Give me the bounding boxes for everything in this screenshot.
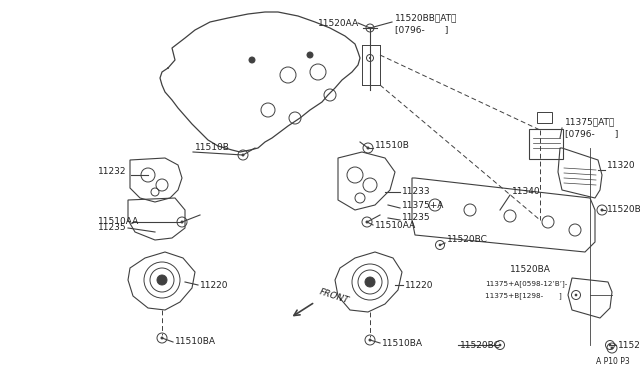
Text: 11510BA: 11510BA bbox=[382, 339, 423, 347]
Circle shape bbox=[365, 221, 369, 224]
Text: 11340: 11340 bbox=[512, 187, 541, 196]
Text: 11375〈AT〉: 11375〈AT〉 bbox=[565, 118, 615, 126]
Text: 11235: 11235 bbox=[98, 224, 127, 232]
Circle shape bbox=[611, 346, 614, 350]
Circle shape bbox=[369, 57, 371, 59]
Circle shape bbox=[180, 221, 184, 224]
Circle shape bbox=[499, 344, 501, 346]
Circle shape bbox=[367, 147, 369, 150]
Text: 11520BA: 11520BA bbox=[510, 266, 551, 275]
Circle shape bbox=[241, 154, 244, 157]
Circle shape bbox=[369, 27, 371, 29]
Circle shape bbox=[161, 337, 163, 340]
Circle shape bbox=[600, 208, 604, 212]
Text: 11510AA: 11510AA bbox=[98, 218, 140, 227]
Text: 11520AA: 11520AA bbox=[318, 19, 359, 28]
Text: 11510B: 11510B bbox=[375, 141, 410, 150]
Circle shape bbox=[157, 275, 167, 285]
Circle shape bbox=[249, 57, 255, 63]
Circle shape bbox=[609, 344, 611, 346]
Text: 11235: 11235 bbox=[402, 214, 431, 222]
Text: [0796-       ]: [0796- ] bbox=[565, 129, 618, 138]
FancyBboxPatch shape bbox=[536, 112, 552, 122]
Circle shape bbox=[575, 294, 577, 296]
Circle shape bbox=[307, 52, 313, 58]
Text: 11510AA: 11510AA bbox=[375, 221, 416, 230]
Text: 11510BA: 11510BA bbox=[175, 337, 216, 346]
Text: 11375+A[0598-12’B’]-: 11375+A[0598-12’B’]- bbox=[485, 280, 568, 288]
Text: 11520BB〈AT〉: 11520BB〈AT〉 bbox=[395, 13, 458, 22]
Circle shape bbox=[369, 339, 371, 341]
Text: A P10 P3: A P10 P3 bbox=[596, 357, 630, 366]
Text: 11520B: 11520B bbox=[607, 205, 640, 215]
Text: 11233: 11233 bbox=[402, 187, 431, 196]
Text: 11520BC: 11520BC bbox=[447, 235, 488, 244]
Text: [0796-       ]: [0796- ] bbox=[395, 26, 449, 35]
Text: 11320: 11320 bbox=[607, 160, 636, 170]
FancyBboxPatch shape bbox=[529, 129, 563, 159]
Text: 11520BC: 11520BC bbox=[460, 340, 501, 350]
Text: 11232: 11232 bbox=[98, 167, 127, 176]
Text: 11510B: 11510B bbox=[195, 144, 230, 153]
Text: 11375+A: 11375+A bbox=[402, 201, 444, 209]
Circle shape bbox=[365, 277, 375, 287]
Text: 11220: 11220 bbox=[200, 280, 228, 289]
Text: 11220: 11220 bbox=[405, 280, 433, 289]
Circle shape bbox=[438, 244, 442, 246]
Text: FRONT: FRONT bbox=[318, 287, 350, 305]
Text: 11520A: 11520A bbox=[618, 340, 640, 350]
Text: 11375+B[1298-       ]: 11375+B[1298- ] bbox=[485, 293, 562, 299]
